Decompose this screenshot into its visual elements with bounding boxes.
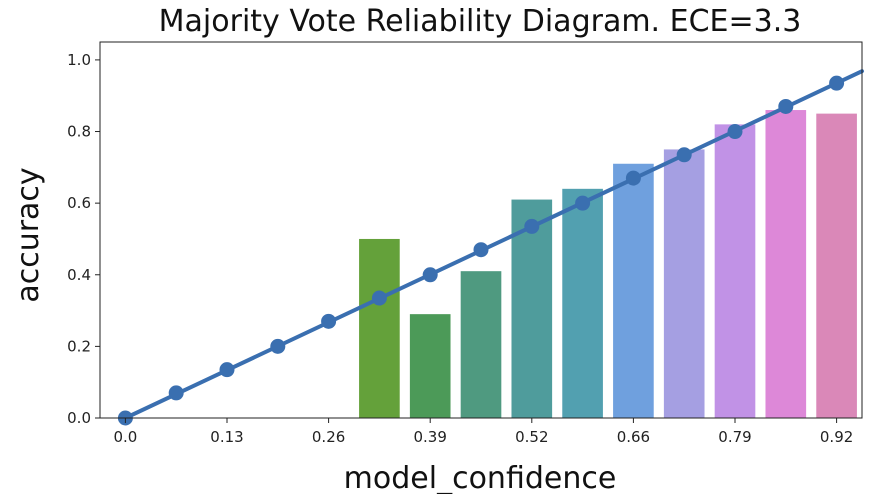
line-point-8 <box>524 218 540 234</box>
bar-5 <box>359 238 400 418</box>
bar-14 <box>816 113 857 418</box>
chart-title: Majority Vote Reliability Diagram. ECE=3… <box>159 4 802 39</box>
y-tick-label-1: 0.2 <box>67 337 91 355</box>
line-point-10 <box>625 170 641 186</box>
bar-13 <box>765 110 807 419</box>
x-axis-label: model_confidence <box>344 461 617 494</box>
y-tick-label-3: 0.6 <box>67 194 91 212</box>
x-tick-label-3: 0.39 <box>413 428 446 446</box>
y-axis-label: accuracy <box>11 167 46 302</box>
line-point-11 <box>676 147 692 163</box>
line-point-9 <box>575 195 591 211</box>
line-point-3 <box>270 338 286 354</box>
bar-11 <box>663 149 705 418</box>
x-tick-label-6: 0.79 <box>718 428 751 446</box>
line-point-13 <box>778 98 794 114</box>
x-tick-label-0: 0.0 <box>113 428 137 446</box>
x-tick-label-7: 0.92 <box>820 428 853 446</box>
line-point-6 <box>422 267 438 283</box>
axes-frame <box>99 41 863 419</box>
y-tick-label-4: 0.8 <box>67 123 91 141</box>
bar-7 <box>460 271 502 418</box>
y-tick-label-2: 0.4 <box>67 266 91 284</box>
x-tick-label-5: 0.66 <box>617 428 650 446</box>
x-tick-label-2: 0.26 <box>312 428 345 446</box>
bar-12 <box>714 124 756 418</box>
x-tick-label-4: 0.52 <box>515 428 548 446</box>
y-tick-label-0: 0.0 <box>67 409 91 427</box>
line-point-4 <box>321 313 337 329</box>
bar-10 <box>613 163 654 418</box>
line-point-7 <box>473 242 489 258</box>
plot-area: 0.0 0.2 0.4 0.6 0.8 1.0 0.0 0.13 0.26 0.39 0.52 0.6… <box>67 41 864 446</box>
bar-8 <box>511 199 553 418</box>
bar-9 <box>562 188 603 418</box>
y-tick-label-5: 1.0 <box>67 51 91 69</box>
line-point-14 <box>829 75 845 91</box>
line-point-2 <box>219 362 235 378</box>
x-tick-label-1: 0.13 <box>210 428 243 446</box>
line-point-1 <box>168 385 184 401</box>
line-point-5 <box>371 290 387 306</box>
bar-6 <box>409 314 451 418</box>
line-point-12 <box>727 124 743 140</box>
